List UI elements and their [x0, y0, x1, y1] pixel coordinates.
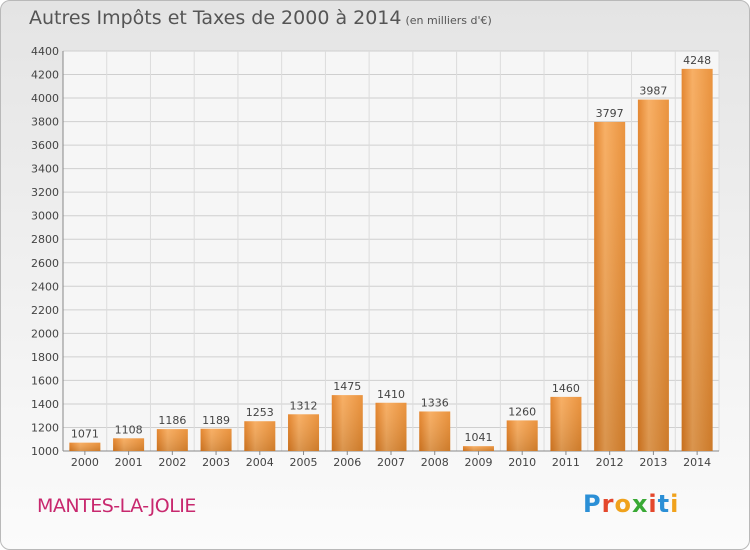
x-tick-label: 2006: [333, 456, 361, 469]
bar-shade-2008: [419, 411, 451, 451]
y-tick-label: 2000: [31, 327, 59, 340]
data-label: 1336: [421, 396, 449, 409]
y-tick-label: 4400: [31, 45, 59, 58]
y-tick-label: 2200: [31, 304, 59, 317]
logo-letter: x: [631, 490, 649, 518]
unit-label: (en milliers d'€): [405, 14, 492, 27]
logo-letter: t: [657, 490, 671, 518]
logo-letter: i: [670, 490, 680, 518]
bar-shade-2010: [506, 420, 538, 451]
logo-letter: i: [648, 490, 658, 518]
bar-shade-2004: [244, 421, 276, 451]
x-tick-label: 2001: [115, 456, 143, 469]
y-tick-label: 2800: [31, 233, 59, 246]
chart-title: Autres Impôts et Taxes de 2000 à 2014 (en…: [29, 7, 492, 29]
y-tick-label: 3400: [31, 163, 59, 176]
data-label: 3987: [639, 85, 667, 98]
data-label: 1475: [333, 380, 361, 393]
logo-letter: o: [614, 490, 632, 518]
label-layer: 2000 1071 2001 1108 2002 1186 2003 1189 2004 1253…: [71, 54, 711, 469]
x-tick-label: 2000: [71, 456, 99, 469]
y-tick-label: 3200: [31, 186, 59, 199]
logo-letter: P: [583, 490, 602, 518]
data-label: 1312: [290, 399, 318, 412]
y-tick-label: 1600: [31, 374, 59, 387]
bar-shade-2013: [637, 99, 669, 452]
data-label: 1186: [158, 414, 186, 427]
x-tick-label: 2008: [421, 456, 449, 469]
x-tick-label: 2009: [464, 456, 492, 469]
y-tick-label: 1400: [31, 398, 59, 411]
y-tick-label: 1000: [31, 445, 59, 458]
x-tick-label: 2005: [290, 456, 318, 469]
logo-letter: r: [601, 490, 615, 518]
data-label: 1410: [377, 388, 405, 401]
town-name: MANTES-LA-JOLIE: [37, 495, 196, 517]
data-label: 1189: [202, 414, 230, 427]
bar-shade-2001: [113, 438, 145, 451]
bar-shade-2003: [200, 428, 232, 451]
data-label: 3797: [596, 107, 624, 120]
x-tick-label: 2004: [246, 456, 274, 469]
title-text: Autres Impôts et Taxes de 2000 à 2014: [29, 7, 402, 29]
data-label: 1071: [71, 428, 99, 441]
y-tick-label: 1200: [31, 421, 59, 434]
y-tick-label: 3800: [31, 116, 59, 129]
data-label: 1041: [464, 431, 492, 444]
proxiti-logo[interactable]: Proxiti: [583, 490, 679, 518]
bar-shade-2009: [462, 446, 494, 451]
y-tick-label: 2600: [31, 257, 59, 270]
bar-shade-2002: [156, 429, 188, 451]
bar-shade-2007: [375, 402, 407, 451]
bar-shade-2012: [594, 121, 626, 452]
data-label: 1108: [115, 423, 143, 436]
data-label: 4248: [683, 54, 711, 67]
x-tick-label: 2012: [596, 456, 624, 469]
bar-shade-2014: [681, 68, 713, 451]
y-tick-label: 4200: [31, 69, 59, 82]
x-tick-label: 2003: [202, 456, 230, 469]
data-label: 1260: [508, 405, 536, 418]
x-tick-label: 2010: [508, 456, 536, 469]
y-tick-label: 4000: [31, 92, 59, 105]
y-tick-label: 2400: [31, 280, 59, 293]
bar-shade-2006: [331, 395, 363, 451]
bar-shade-2005: [288, 414, 320, 451]
x-tick-label: 2011: [552, 456, 580, 469]
data-label: 1253: [246, 406, 274, 419]
bar-shade-2011: [550, 396, 582, 451]
bar-layer: [69, 68, 713, 452]
y-tick-label: 3000: [31, 210, 59, 223]
x-tick-label: 2014: [683, 456, 711, 469]
data-label: 1460: [552, 382, 580, 395]
x-tick-label: 2002: [158, 456, 186, 469]
bar-shade-2000: [69, 442, 101, 451]
y-tick-label: 3600: [31, 139, 59, 152]
y-tick-label: 1800: [31, 351, 59, 364]
x-tick-label: 2013: [639, 456, 667, 469]
x-tick-label: 2007: [377, 456, 405, 469]
